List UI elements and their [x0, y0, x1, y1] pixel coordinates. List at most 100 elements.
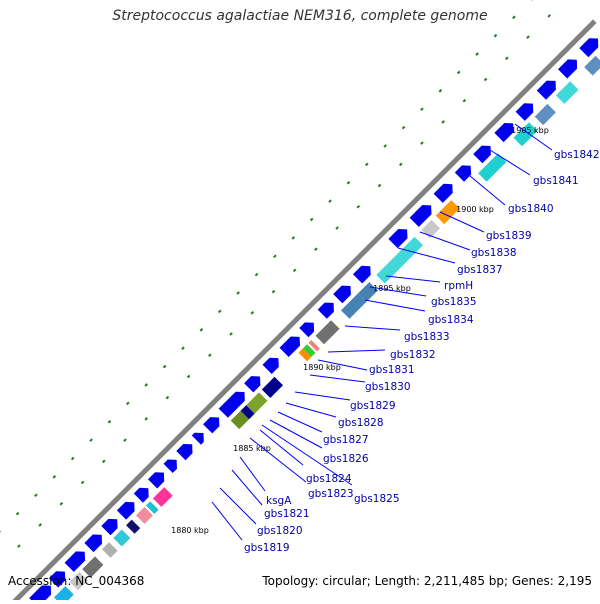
- label-leader-line: [278, 412, 322, 432]
- feature-block: [535, 104, 556, 125]
- feature-block: [153, 487, 173, 507]
- gene-label: gbs1826: [323, 453, 369, 465]
- gc-skew-mark: [494, 35, 496, 37]
- gene-label: gbs1840: [508, 203, 554, 215]
- feature-block: [113, 530, 130, 547]
- gc-skew-mark: [366, 163, 368, 165]
- gc-skew-mark: [527, 36, 529, 38]
- gc-skew-mark: [53, 476, 55, 478]
- gc-skew-mark: [188, 375, 190, 377]
- gene-label: ksgA: [266, 495, 292, 507]
- cds-arrow: [84, 535, 102, 553]
- label-leader-line: [270, 420, 322, 448]
- gc-skew-mark: [209, 354, 211, 356]
- gene-label: gbs1832: [390, 349, 436, 361]
- gene-label: gbs1831: [369, 364, 415, 376]
- gc-skew-mark: [90, 439, 92, 441]
- feature-block: [316, 320, 340, 344]
- cds-arrow: [558, 59, 577, 78]
- gc-skew-mark: [403, 127, 405, 129]
- cds-arrow: [455, 165, 471, 181]
- label-leader-line: [365, 300, 425, 311]
- gc-skew-mark: [384, 145, 386, 147]
- gc-skew-mark: [378, 185, 380, 187]
- gc-skew-mark: [476, 53, 478, 55]
- gene-label: gbs1820: [257, 525, 303, 537]
- label-leader-line: [440, 212, 484, 232]
- gene-label: gbs1839: [486, 230, 532, 242]
- gene-label: gbs1819: [244, 542, 290, 554]
- gc-skew-mark: [82, 481, 84, 483]
- feature-block: [556, 81, 579, 104]
- gc-skew-mark: [108, 421, 110, 423]
- kbp-tick-label: 1900 kbp: [456, 205, 494, 214]
- gene-label: gbs1824: [306, 473, 352, 485]
- label-leader-line: [310, 375, 365, 382]
- feature-block: [584, 56, 600, 76]
- cds-arrow: [117, 502, 135, 520]
- label-leader-line: [286, 403, 336, 417]
- gene-label: gbs1821: [264, 508, 310, 520]
- label-leader-line: [328, 350, 385, 352]
- gc-skew-mark: [442, 121, 444, 123]
- gc-skew-mark: [124, 439, 126, 441]
- cds-arrow: [192, 433, 204, 445]
- gc-skew-mark: [145, 384, 147, 386]
- gc-skew-mark: [485, 78, 487, 80]
- feature-block: [126, 520, 140, 534]
- gc-skew-mark: [329, 200, 331, 202]
- gc-skew-mark: [35, 494, 37, 496]
- gc-skew-mark: [237, 292, 239, 294]
- label-leader-line: [212, 502, 242, 540]
- gene-label: gbs1838: [471, 247, 517, 259]
- gene-label: gbs1835: [431, 296, 477, 308]
- gc-skew-mark: [230, 333, 232, 335]
- gc-skew-mark: [164, 365, 166, 367]
- gene-label: gbs1825: [354, 493, 400, 505]
- cds-arrow: [318, 303, 334, 319]
- gene-label: gbs1827: [323, 434, 369, 446]
- feature-block: [262, 377, 283, 398]
- feature-block: [54, 586, 74, 600]
- gene-label: gbs1833: [404, 331, 450, 343]
- gc-skew-mark: [182, 347, 184, 349]
- cds-arrow: [263, 358, 279, 374]
- gene-label: gbs1830: [365, 381, 411, 393]
- gc-skew-mark: [200, 329, 202, 331]
- cds-arrow: [473, 146, 491, 164]
- gene-label: gbs1823: [308, 488, 354, 500]
- gc-skew-mark: [506, 57, 508, 59]
- cds-arrow: [579, 38, 598, 57]
- gc-skew-mark: [357, 206, 359, 208]
- label-leader-line: [345, 326, 400, 330]
- label-leader-line: [386, 276, 440, 282]
- gc-skew-mark: [311, 218, 313, 220]
- gc-skew-mark: [315, 248, 317, 250]
- gc-skew-mark: [16, 513, 18, 515]
- gc-skew-mark: [72, 457, 74, 459]
- kbp-tick-label: 1890 kbp: [303, 363, 341, 372]
- cds-arrow: [333, 286, 351, 304]
- gc-skew-mark: [274, 255, 276, 257]
- kbp-tick-label: 1885 kbp: [233, 444, 271, 453]
- feature-block: [102, 542, 118, 558]
- gc-skew-mark: [127, 402, 129, 404]
- gc-skew-mark: [219, 310, 221, 312]
- cds-arrow: [388, 229, 407, 248]
- gc-skew-mark: [294, 269, 296, 271]
- cds-arrow: [353, 266, 371, 284]
- accession-label: Accession: NC_004368: [8, 574, 144, 588]
- gc-skew-mark: [458, 71, 460, 73]
- gc-skew-mark: [347, 182, 349, 184]
- gc-skew-mark: [400, 163, 402, 165]
- gene-label: gbs1829: [350, 400, 396, 412]
- gc-skew-mark: [463, 100, 465, 102]
- cds-arrow: [434, 184, 453, 203]
- gc-skew-mark: [421, 108, 423, 110]
- gc-skew-mark: [292, 237, 294, 239]
- label-leader-line: [240, 457, 265, 491]
- cds-arrow: [516, 103, 534, 121]
- gc-skew-mark: [166, 397, 168, 399]
- gene-label: rpmH: [444, 280, 473, 292]
